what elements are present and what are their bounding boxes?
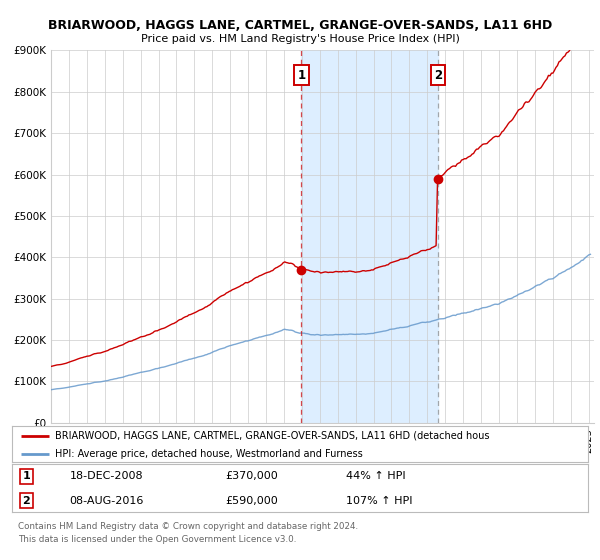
- Text: 107% ↑ HPI: 107% ↑ HPI: [346, 496, 413, 506]
- Text: 2: 2: [23, 496, 30, 506]
- Text: 18-DEC-2008: 18-DEC-2008: [70, 472, 143, 482]
- Text: £590,000: £590,000: [225, 496, 278, 506]
- Text: BRIARWOOD, HAGGS LANE, CARTMEL, GRANGE-OVER-SANDS, LA11 6HD (detached hous: BRIARWOOD, HAGGS LANE, CARTMEL, GRANGE-O…: [55, 431, 490, 441]
- Text: 1: 1: [297, 69, 305, 82]
- Bar: [301, 50, 438, 423]
- Text: £370,000: £370,000: [225, 472, 278, 482]
- Text: Price paid vs. HM Land Registry's House Price Index (HPI): Price paid vs. HM Land Registry's House …: [140, 34, 460, 44]
- Text: Contains HM Land Registry data © Crown copyright and database right 2024.: Contains HM Land Registry data © Crown c…: [18, 522, 358, 531]
- Text: 1: 1: [23, 472, 30, 482]
- Text: 2: 2: [434, 69, 442, 82]
- Text: 08-AUG-2016: 08-AUG-2016: [70, 496, 144, 506]
- Text: 44% ↑ HPI: 44% ↑ HPI: [346, 472, 406, 482]
- Text: HPI: Average price, detached house, Westmorland and Furness: HPI: Average price, detached house, West…: [55, 449, 363, 459]
- Text: BRIARWOOD, HAGGS LANE, CARTMEL, GRANGE-OVER-SANDS, LA11 6HD: BRIARWOOD, HAGGS LANE, CARTMEL, GRANGE-O…: [48, 18, 552, 32]
- Text: This data is licensed under the Open Government Licence v3.0.: This data is licensed under the Open Gov…: [18, 534, 296, 544]
